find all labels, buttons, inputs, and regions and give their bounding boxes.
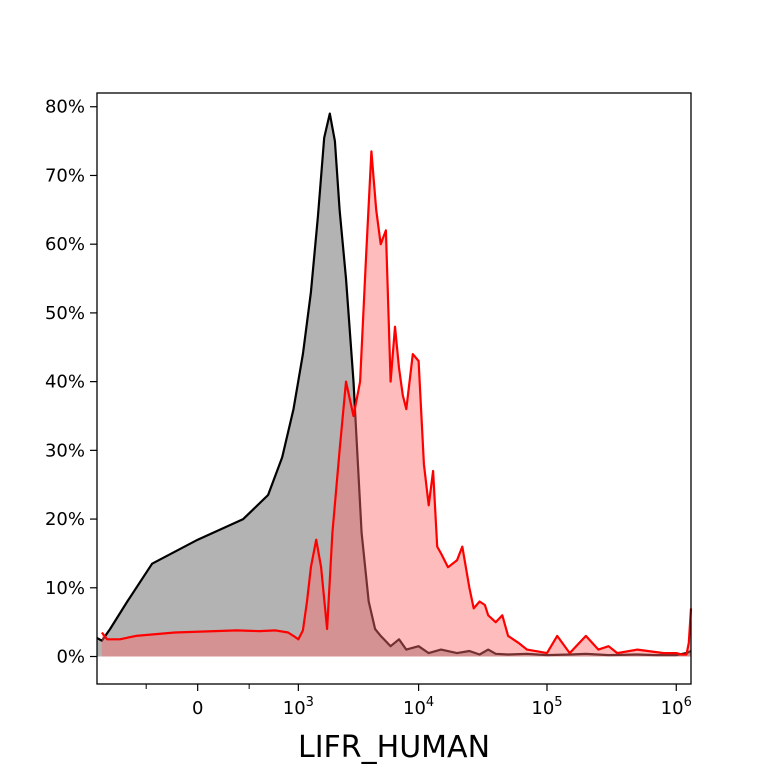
x-tick-label-0: 0 <box>192 698 203 719</box>
y-tick-label-2: 20% <box>45 509 85 530</box>
y-tick-label-4: 40% <box>45 372 85 393</box>
series-1-line <box>101 150 693 656</box>
y-tick-label-6: 60% <box>45 234 85 255</box>
y-tick-label-0: 0% <box>56 647 85 668</box>
x-tick-label-4: 106 <box>661 695 692 719</box>
x-axis-title: LIFR_HUMAN <box>298 730 490 765</box>
y-tick-label-3: 30% <box>45 440 85 461</box>
x-axis: 0 103 104 105 106 <box>145 684 692 719</box>
x-tick-label-2: 104 <box>403 695 434 719</box>
series-layer <box>96 112 693 657</box>
y-tick-label-7: 70% <box>45 165 85 186</box>
series-0-line <box>96 112 692 657</box>
y-tick-label-8: 80% <box>45 97 85 118</box>
series-1-area <box>101 151 691 657</box>
y-tick-label-1: 10% <box>45 578 85 599</box>
x-tick-label-3: 105 <box>531 695 562 719</box>
y-tick-label-5: 50% <box>45 303 85 324</box>
y-axis: 0% 10% 20% 30% 40% 50% 60% 70% 80% <box>45 97 97 668</box>
x-tick-label-1: 103 <box>283 695 314 719</box>
series-0-area <box>97 113 691 657</box>
plot-frame <box>96 92 692 685</box>
